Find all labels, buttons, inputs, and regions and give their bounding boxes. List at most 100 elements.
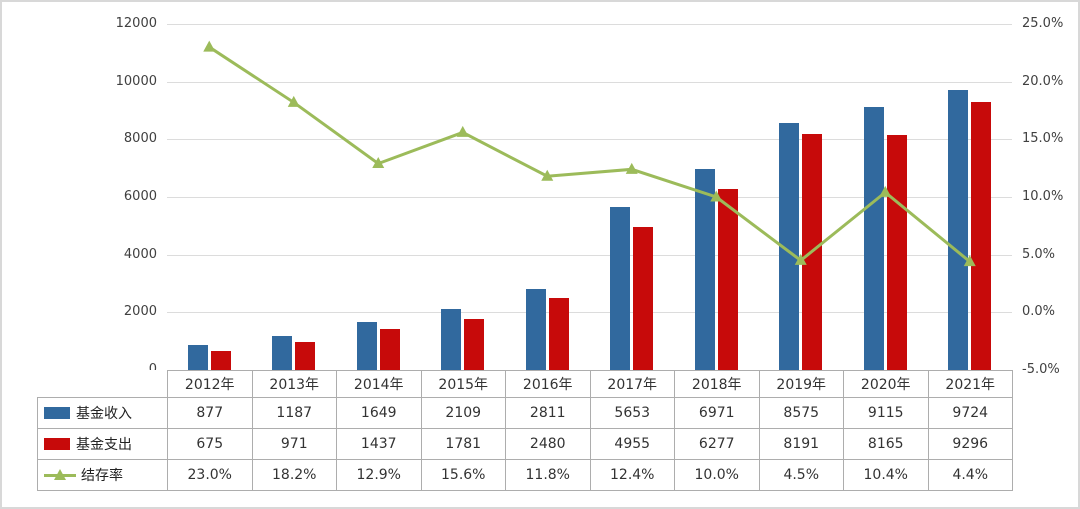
left-axis-tick-label: 2000	[123, 304, 157, 320]
gridline	[167, 139, 1012, 141]
expense-value-cell: 2480	[505, 428, 591, 460]
expense-bar	[379, 328, 400, 370]
triangle-marker	[372, 157, 385, 169]
expense-legend: 基金支出	[37, 428, 168, 460]
triangle-marker	[541, 169, 554, 181]
income-value-cell: 6971	[674, 397, 760, 429]
triangle-marker	[794, 253, 807, 265]
left-axis-tick-label: 10000	[115, 73, 157, 89]
income-bar	[694, 169, 715, 370]
income-value-cell: 9724	[927, 397, 1013, 429]
right-axis-tick-label: 15.0%	[1022, 131, 1064, 147]
rate-value-cell: 23.0%	[167, 459, 253, 491]
category-label: 2012年	[167, 370, 253, 398]
expense-legend-swatch	[44, 438, 70, 450]
category-label: 2014年	[336, 370, 422, 398]
income-bar	[441, 309, 462, 370]
right-axis-tick-label: 0.0%	[1022, 304, 1056, 320]
left-axis-tick-label: 0	[95, 362, 157, 378]
expense-value-cell: 6277	[674, 428, 760, 460]
triangle-marker	[625, 162, 638, 174]
expense-bar	[464, 318, 485, 370]
expense-value-cell: 1437	[336, 428, 422, 460]
category-label: 2021年	[927, 370, 1013, 398]
rate-value-cell: 10.4%	[843, 459, 929, 491]
expense-bar	[210, 350, 231, 370]
right-axis-tick-label: 10.0%	[1022, 189, 1064, 204]
rate-legend-line-icon	[44, 469, 76, 482]
gridline	[167, 312, 1012, 314]
category-label: 2019年	[758, 370, 844, 398]
expense-value-cell: 9296	[927, 428, 1013, 460]
rate-row: 结存率 23.0% 18.2% 12.9% 15.6% 11.8% 12.4% 10.0% 4.…	[37, 459, 1013, 491]
expense-value-cell: 8191	[758, 428, 844, 460]
triangle-marker	[203, 40, 216, 52]
income-bar	[863, 107, 884, 370]
income-value-cell: 877	[167, 397, 253, 429]
right-axis-tick-label: -5.0%	[1022, 362, 1060, 377]
rate-value-cell: 18.2%	[251, 459, 337, 491]
income-legend-label: 基金收入	[76, 406, 132, 422]
category-label: 2013年	[251, 370, 337, 398]
income-bar	[272, 335, 293, 370]
gridline	[167, 254, 1012, 256]
expense-bar	[548, 298, 569, 370]
income-value-cell: 1649	[336, 397, 422, 429]
expense-legend-label: 基金支出	[76, 437, 132, 453]
income-bar	[948, 89, 969, 370]
left-axis-tick-label: 6000	[123, 189, 157, 204]
left-axis-tick-label: 12000	[115, 16, 157, 31]
rate-legend: 结存率	[37, 459, 168, 491]
rate-value-cell: 12.9%	[336, 459, 422, 491]
gridline	[167, 81, 1012, 83]
rate-value-cell: 4.5%	[758, 459, 844, 491]
rate-legend-label: 结存率	[81, 468, 123, 484]
expense-value-cell: 4955	[589, 428, 675, 460]
right-axis-tick-label: 5.0%	[1022, 246, 1056, 262]
expense-bar	[717, 189, 738, 370]
expense-bar	[633, 227, 654, 370]
income-value-cell: 2811	[505, 397, 591, 429]
expense-bar	[886, 134, 907, 370]
right-axis-tick-label: 20.0%	[1022, 73, 1064, 89]
gridline	[167, 24, 1012, 25]
expense-bar	[971, 101, 992, 370]
expense-value-cell: 675	[167, 428, 253, 460]
expense-row: 基金支出 675 971 1437 1781 2480 4955 6277 8191 8165 92…	[37, 428, 1013, 460]
expense-value-cell: 971	[251, 428, 337, 460]
category-label: 2020年	[843, 370, 929, 398]
corner-cell	[38, 371, 168, 398]
income-value-cell: 5653	[589, 397, 675, 429]
income-bar	[187, 344, 208, 370]
legend-triangle-icon	[54, 469, 66, 480]
income-bar	[525, 288, 546, 370]
left-axis-tick-label: 8000	[123, 131, 157, 147]
rate-value-cell: 15.6%	[420, 459, 506, 491]
category-label: 2017年	[589, 370, 675, 398]
income-bar	[356, 322, 377, 370]
income-value-cell: 8575	[758, 397, 844, 429]
income-bar	[610, 207, 631, 370]
category-label: 2016年	[505, 370, 591, 398]
income-legend: 基金收入	[37, 397, 168, 429]
triangle-marker	[456, 125, 469, 137]
triangle-marker	[963, 255, 976, 267]
gridline	[167, 197, 1012, 198]
category-row: 2012年 2013年 2014年 2015年 2016年 2017年 2018年 2019年…	[38, 370, 1013, 398]
triangle-marker	[879, 185, 892, 197]
rate-value-cell: 10.0%	[674, 459, 760, 491]
right-axis-tick-label: 25.0%	[1022, 16, 1064, 31]
income-value-cell: 2109	[420, 397, 506, 429]
rate-line	[208, 45, 971, 263]
income-value-cell: 9115	[843, 397, 929, 429]
rate-value-cell: 11.8%	[505, 459, 591, 491]
rate-value-cell: 12.4%	[589, 459, 675, 491]
income-bar	[779, 122, 800, 370]
income-legend-swatch	[44, 407, 70, 419]
triangle-marker	[710, 190, 723, 202]
left-axis-tick-label: 4000	[123, 246, 157, 262]
expense-bar	[295, 342, 316, 370]
